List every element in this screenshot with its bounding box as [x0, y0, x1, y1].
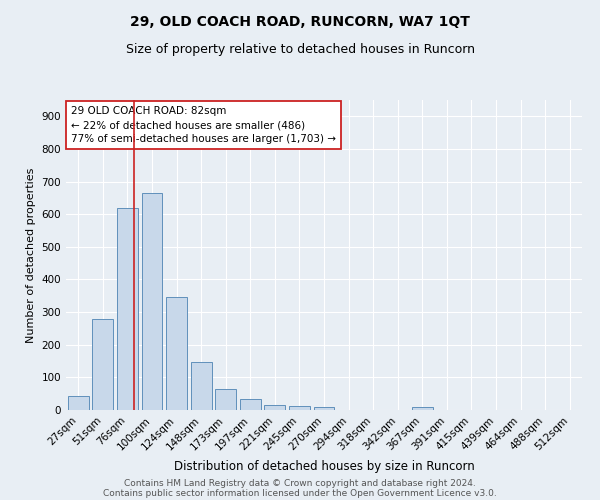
- Bar: [166, 298, 187, 410]
- Bar: [240, 399, 261, 410]
- Y-axis label: Number of detached properties: Number of detached properties: [26, 168, 36, 342]
- Text: Contains HM Land Registry data © Crown copyright and database right 2024.: Contains HM Land Registry data © Crown c…: [124, 478, 476, 488]
- Bar: [412, 406, 433, 410]
- Text: Size of property relative to detached houses in Runcorn: Size of property relative to detached ho…: [125, 42, 475, 56]
- Bar: [314, 406, 334, 410]
- Bar: [68, 396, 89, 410]
- Bar: [265, 405, 286, 410]
- Bar: [117, 208, 138, 410]
- Text: 29 OLD COACH ROAD: 82sqm
← 22% of detached houses are smaller (486)
77% of semi-: 29 OLD COACH ROAD: 82sqm ← 22% of detach…: [71, 106, 336, 144]
- Bar: [289, 406, 310, 410]
- Bar: [215, 389, 236, 410]
- Bar: [142, 193, 163, 410]
- Text: Contains public sector information licensed under the Open Government Licence v3: Contains public sector information licen…: [103, 488, 497, 498]
- Bar: [191, 362, 212, 410]
- X-axis label: Distribution of detached houses by size in Runcorn: Distribution of detached houses by size …: [173, 460, 475, 473]
- Text: 29, OLD COACH ROAD, RUNCORN, WA7 1QT: 29, OLD COACH ROAD, RUNCORN, WA7 1QT: [130, 15, 470, 29]
- Bar: [92, 318, 113, 410]
